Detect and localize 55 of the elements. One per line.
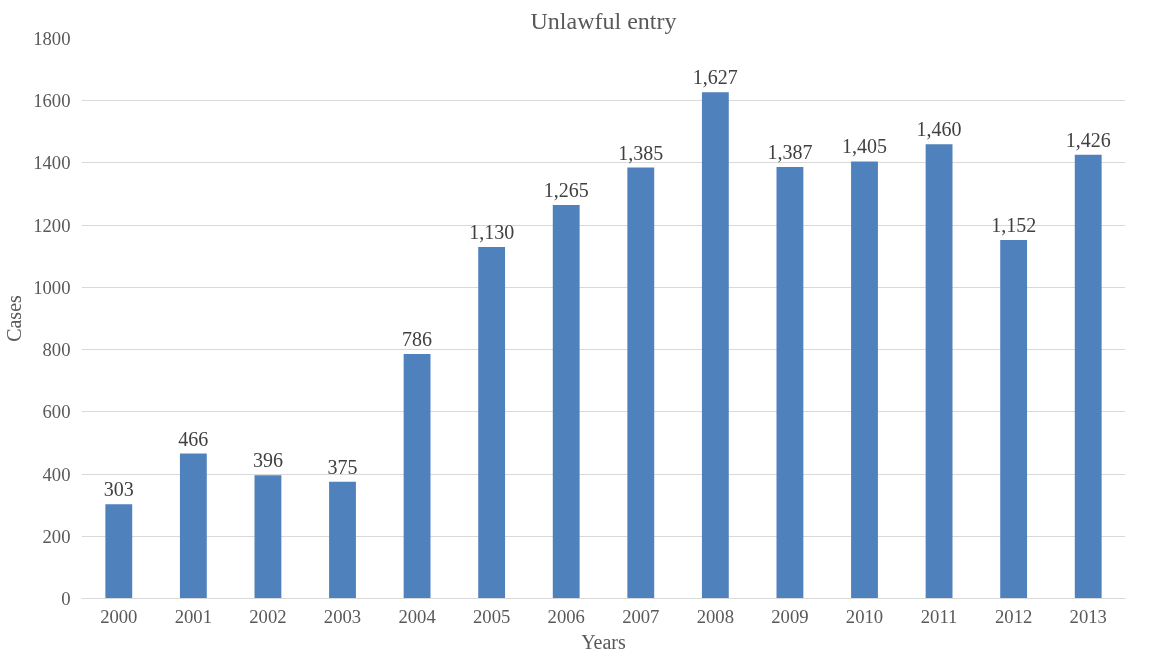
data-label: 1,405 — [842, 135, 887, 158]
y-tick-label: 200 — [42, 525, 71, 547]
bar — [776, 166, 804, 599]
bar — [627, 167, 655, 599]
bar — [925, 144, 953, 599]
data-label: 1,387 — [767, 140, 813, 163]
bar — [329, 481, 356, 599]
y-tick-label: 600 — [42, 401, 71, 423]
x-tick-label: 2002 — [249, 605, 287, 627]
data-label: 786 — [402, 327, 433, 350]
x-tick-label: 2000 — [100, 605, 138, 627]
data-label: 396 — [252, 449, 283, 472]
y-tick-label: 1600 — [33, 90, 71, 112]
bar — [1074, 154, 1102, 599]
data-label: 375 — [327, 455, 358, 478]
x-tick-label: 2007 — [622, 605, 660, 627]
chart-title: Unlawful entry — [530, 7, 677, 34]
x-axis-title: Years — [581, 630, 627, 653]
bar — [403, 353, 431, 599]
data-label: 1,385 — [618, 141, 664, 164]
bar — [254, 475, 282, 599]
x-tick-label: 2001 — [174, 605, 213, 627]
x-tick-label: 2011 — [920, 605, 958, 627]
y-tick-label: 1000 — [33, 276, 71, 298]
x-tick-label: 2010 — [845, 605, 884, 627]
x-tick-label: 2003 — [323, 605, 362, 627]
data-label: 1,265 — [543, 178, 589, 201]
data-label: 1,426 — [1065, 128, 1111, 151]
bar — [552, 204, 580, 599]
x-tick-label: 2005 — [472, 605, 511, 627]
bar — [701, 92, 729, 599]
y-axis-title: Cases — [3, 294, 26, 342]
bar — [478, 246, 506, 599]
x-tick-label: 2012 — [994, 605, 1033, 627]
x-tick-label: 2004 — [398, 605, 437, 627]
data-label: 1,152 — [991, 214, 1037, 237]
data-label: 1,460 — [916, 118, 962, 141]
x-tick-label: 2013 — [1069, 605, 1107, 627]
x-tick-label: 2008 — [696, 605, 735, 627]
data-label: 1,627 — [692, 66, 738, 89]
bar — [851, 161, 878, 599]
data-label: 1,130 — [469, 220, 515, 243]
y-tick-label: 1800 — [33, 28, 71, 49]
y-tick-label: 800 — [42, 339, 71, 361]
x-tick-label: 2009 — [771, 605, 809, 627]
data-label: 303 — [103, 478, 134, 501]
x-tick-label: 2006 — [547, 605, 585, 627]
y-tick-label: 1400 — [33, 152, 71, 174]
y-tick-label: 0 — [61, 588, 71, 609]
bar — [105, 504, 133, 599]
data-label: 466 — [178, 427, 209, 450]
bar — [179, 453, 207, 599]
y-tick-label: 1200 — [33, 214, 71, 236]
y-tick-label: 400 — [42, 463, 71, 485]
bar — [1000, 240, 1028, 599]
